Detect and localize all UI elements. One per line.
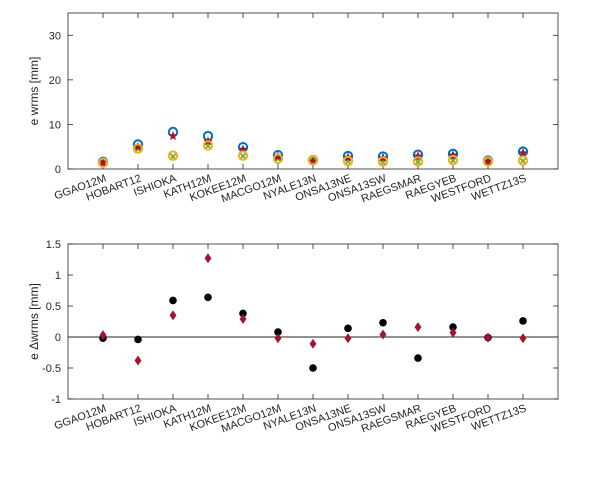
series-3 — [98, 130, 528, 167]
y-tick-label: 0 — [55, 164, 61, 176]
data-point — [134, 355, 142, 366]
data-point — [272, 153, 284, 164]
data-point — [274, 333, 282, 344]
y-tick-label: 30 — [49, 30, 61, 42]
data-point — [309, 364, 317, 372]
data-point — [344, 333, 352, 344]
series-4 — [97, 140, 529, 168]
data-point — [377, 156, 389, 167]
data-point — [412, 156, 424, 167]
data-point — [379, 329, 387, 340]
data-point — [482, 156, 494, 167]
data-point — [342, 155, 354, 167]
data-point — [518, 147, 528, 158]
panel-bottom: -1-0.500.511.5GGAO12MHOBART12ISHIOKAKATH… — [27, 239, 559, 435]
data-point — [519, 333, 527, 344]
data-point — [483, 156, 493, 166]
series-2 — [99, 253, 527, 366]
y-axis-label: e wrms [mm] — [27, 57, 41, 126]
data-point — [309, 338, 317, 349]
y-axis-label: e Δwrms [mm] — [27, 283, 41, 360]
y-tick-label: 1.5 — [46, 239, 61, 251]
data-point — [99, 330, 107, 341]
data-point — [97, 157, 109, 168]
data-point — [448, 150, 458, 160]
data-point — [169, 310, 177, 321]
data-point — [484, 332, 492, 343]
data-point — [132, 143, 144, 154]
data-point — [237, 150, 249, 161]
data-point — [449, 327, 457, 338]
data-point — [239, 309, 247, 318]
data-point — [449, 323, 457, 331]
data-point — [204, 293, 212, 302]
y-tick-label: -0.5 — [42, 363, 61, 375]
data-point — [414, 354, 422, 362]
data-point — [414, 322, 422, 333]
data-point — [379, 318, 387, 327]
y-tick-label: 20 — [49, 75, 61, 87]
y-tick-label: 1 — [55, 270, 61, 282]
panel-top: 0102030GGAO12MHOBART12ISHIOKAKATH12MKOKE… — [27, 12, 559, 205]
data-point — [204, 253, 212, 264]
data-point — [168, 130, 178, 141]
data-point — [344, 324, 352, 333]
data-point — [308, 155, 318, 166]
data-point — [307, 154, 319, 166]
y-tick-label: 10 — [49, 119, 61, 131]
y-tick-label: 0 — [55, 332, 61, 344]
y-tick-label: 0.5 — [46, 301, 61, 313]
data-point — [134, 335, 142, 344]
y-tick-label: -1 — [51, 394, 61, 406]
series-1 — [99, 293, 527, 372]
data-point — [167, 150, 179, 161]
data-point — [447, 154, 459, 166]
data-point — [274, 328, 282, 336]
data-point — [169, 296, 177, 305]
data-point — [239, 313, 247, 325]
data-point — [519, 317, 527, 325]
data-point — [202, 140, 214, 151]
axes-box — [67, 243, 559, 400]
data-point — [517, 155, 529, 166]
